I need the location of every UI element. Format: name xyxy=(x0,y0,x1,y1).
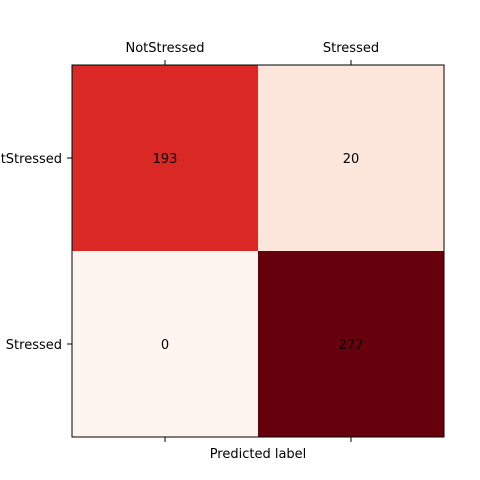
cell-value-1-0: 0 xyxy=(161,338,169,353)
y-tick-label-1: Stressed xyxy=(6,338,62,353)
heatmap-cell-0-1 xyxy=(258,65,444,251)
x-tick-labels: NotStressed Stressed xyxy=(126,41,379,442)
heatmap-cell-1-1 xyxy=(258,251,444,437)
cell-value-labels: 193 20 0 277 xyxy=(153,152,364,353)
y-tick-labels: NotStressed Stressed xyxy=(0,152,72,353)
heatmap-cell-1-0 xyxy=(72,251,258,437)
x-tick-label-0: NotStressed xyxy=(126,41,205,56)
heatmap-cell-0-0 xyxy=(72,65,258,251)
x-tick-label-1: Stressed xyxy=(323,41,379,56)
x-axis-label: Predicted label xyxy=(210,447,307,462)
heatmap-cells xyxy=(72,65,444,437)
plot-frame xyxy=(71,64,445,438)
y-tick-label-0: NotStressed xyxy=(0,152,62,167)
cell-value-0-1: 20 xyxy=(343,152,360,167)
cell-value-0-0: 193 xyxy=(153,152,178,167)
cell-value-1-1: 277 xyxy=(339,338,364,353)
